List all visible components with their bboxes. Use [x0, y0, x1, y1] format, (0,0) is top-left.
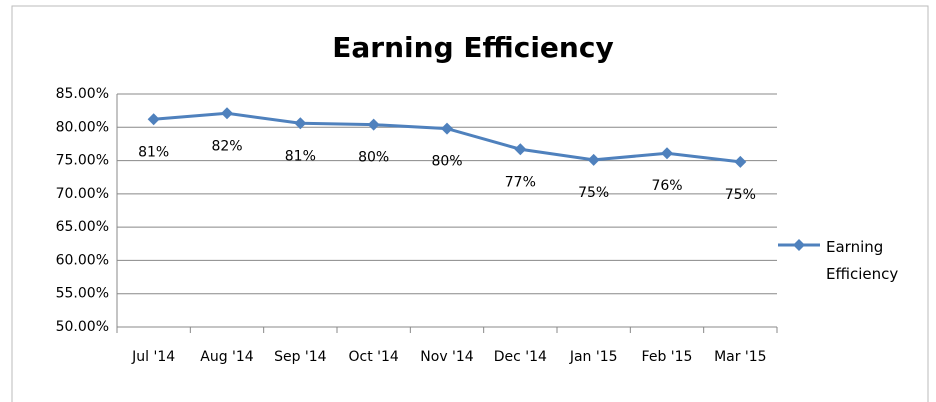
data-label: 75%	[725, 187, 756, 203]
x-tick-label: Sep '14	[274, 349, 327, 365]
legend-marker	[793, 239, 805, 251]
x-tick-label: Mar '15	[714, 349, 767, 365]
marker	[367, 118, 380, 131]
data-label: 81%	[285, 148, 316, 164]
x-tick-label: Dec '14	[494, 349, 547, 365]
data-label: 76%	[651, 178, 682, 194]
y-tick-label: 70.00%	[56, 186, 109, 202]
data-label: 80%	[431, 154, 462, 170]
y-tick-label: 80.00%	[56, 119, 109, 135]
marker	[514, 143, 527, 156]
data-label: 77%	[505, 174, 536, 190]
marker	[441, 122, 453, 135]
chart-title: Earning Efficiency	[332, 31, 613, 64]
marker	[147, 113, 160, 126]
data-label: 81%	[138, 144, 169, 160]
y-tick-label: 65.00%	[56, 219, 109, 235]
y-tick-label: 55.00%	[56, 286, 109, 302]
chart-frame	[11, 5, 929, 402]
x-tick-label: Aug '14	[200, 349, 254, 365]
marker	[587, 153, 600, 166]
data-label: 75%	[578, 185, 609, 201]
marker	[294, 117, 307, 130]
legend-label: Earning Efficiency	[826, 238, 899, 283]
y-tick-label: 75.00%	[56, 153, 109, 169]
marker	[221, 107, 233, 120]
x-tick-label: Jan '15	[569, 349, 618, 365]
marker	[734, 155, 747, 168]
y-tick-label: 60.00%	[56, 252, 109, 268]
data-label: 80%	[358, 150, 389, 166]
x-tick-label: Feb '15	[642, 349, 693, 365]
marker	[661, 147, 673, 160]
y-tick-label: 50.00%	[56, 319, 109, 335]
x-tick-label: Oct '14	[349, 349, 399, 365]
y-tick-label: 85.00%	[56, 86, 109, 102]
x-tick-label: Jul '14	[131, 349, 175, 365]
x-tick-label: Nov '14	[420, 349, 474, 365]
data-label: 82%	[211, 138, 242, 154]
